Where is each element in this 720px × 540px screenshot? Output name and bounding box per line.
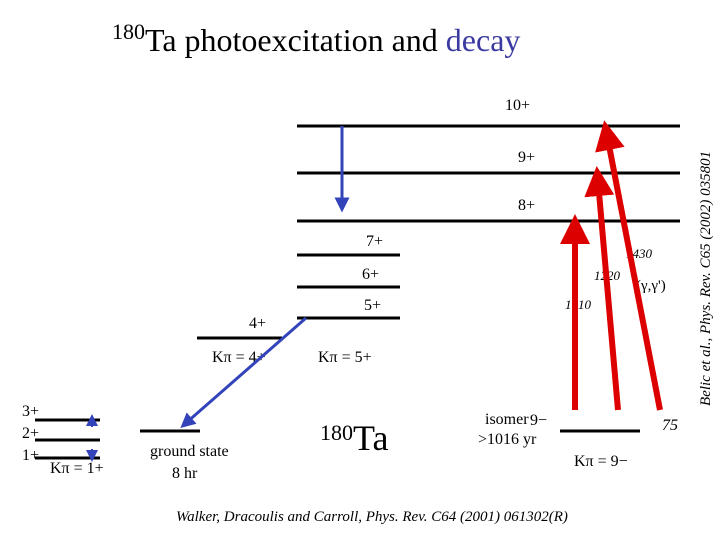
decay-arrow-5-to-ground bbox=[180, 316, 307, 428]
label-level-8: 8+ bbox=[518, 197, 535, 214]
excitation-arrow-9 bbox=[584, 166, 621, 411]
title-accent: decay bbox=[446, 22, 521, 58]
label-level-3: 3+ bbox=[22, 403, 39, 420]
diagram-title: 180Ta photoexcitation and decay bbox=[112, 19, 520, 58]
band-label-k9: Kπ = 9− bbox=[574, 453, 628, 470]
title-text: photoexcitation and bbox=[177, 22, 446, 58]
label-level-10: 10+ bbox=[505, 97, 530, 114]
title-mass-number: 180 bbox=[112, 19, 145, 44]
label-level-2: 2+ bbox=[22, 425, 39, 442]
band-label-k5: Kπ = 5+ bbox=[318, 349, 372, 366]
nucleus-mass: 180 bbox=[320, 420, 353, 445]
isomer-label: isomer bbox=[485, 411, 529, 428]
excitation-arrow-10 bbox=[595, 120, 663, 411]
ground-state-label: ground state bbox=[150, 443, 229, 460]
band-label-k4: Kπ = 4+ bbox=[212, 349, 266, 366]
nucleus-symbol: 180Ta bbox=[320, 418, 388, 458]
title-element: Ta bbox=[145, 22, 177, 58]
ground-state-halflife: 8 hr bbox=[172, 465, 198, 482]
bottom-citation: Walker, Dracoulis and Carroll, Phys. Rev… bbox=[176, 509, 568, 525]
reaction-label: (γ,γ') bbox=[636, 278, 666, 294]
label-level-7: 7+ bbox=[366, 233, 383, 250]
label-level-9: 9+ bbox=[518, 149, 535, 166]
label-level-5: 5+ bbox=[364, 297, 381, 314]
band-label-k1: Kπ = 1+ bbox=[50, 460, 104, 477]
label-level-1: 1+ bbox=[22, 447, 39, 464]
label-level-6: 6+ bbox=[362, 266, 379, 283]
isomer-halflife: >1016 yr bbox=[478, 431, 537, 448]
label-isomer-level: 9− bbox=[530, 412, 547, 429]
side-citation: Belic et al., Phys. Rev. C65 (2002) 0358… bbox=[698, 151, 714, 406]
label-level-4: 4+ bbox=[249, 315, 266, 332]
nucleus-element: Ta bbox=[353, 418, 388, 458]
energy-75: 75 bbox=[662, 417, 678, 434]
level-lines bbox=[35, 124, 680, 460]
energy-1010: 1010 bbox=[565, 297, 592, 312]
